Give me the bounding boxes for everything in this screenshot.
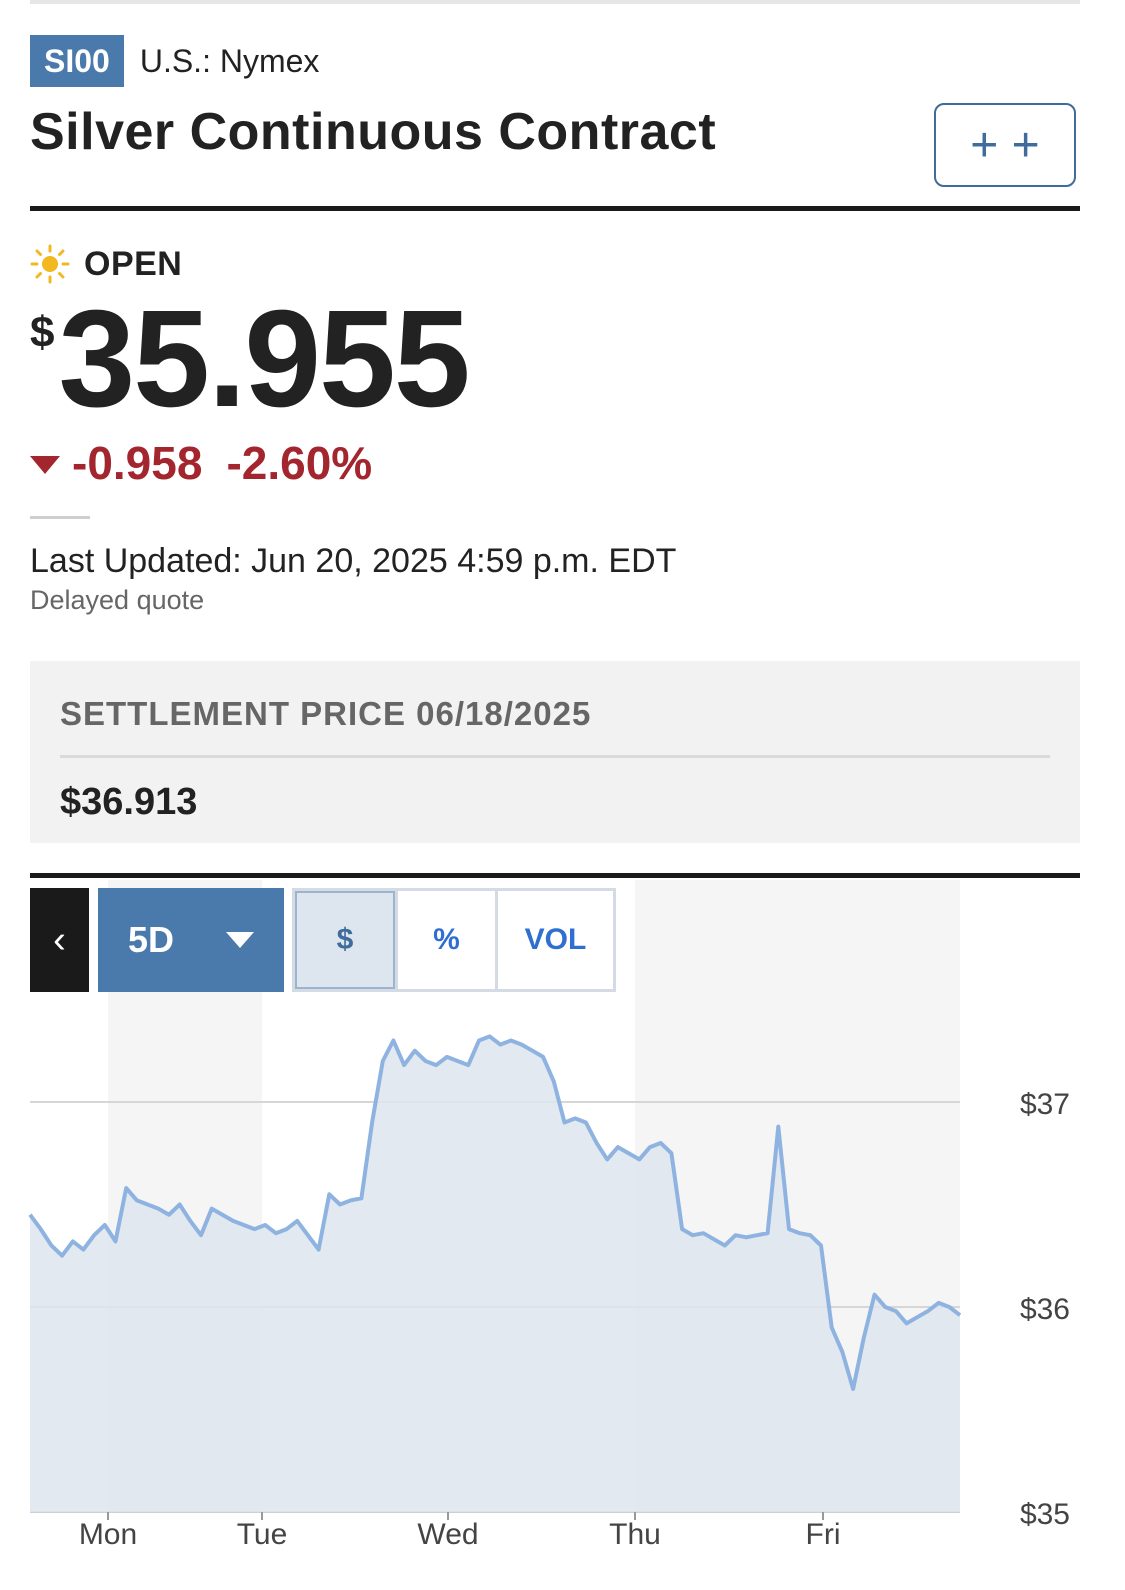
- price-area: [30, 1036, 960, 1512]
- change-percent: -2.60%: [226, 437, 373, 489]
- page-title: Silver Continuous Contract: [30, 103, 717, 161]
- plus-plus-icon: + +: [970, 118, 1040, 172]
- top-divider: [30, 0, 1080, 4]
- chevron-left-icon: ‹: [53, 918, 66, 961]
- chevron-down-icon: [226, 932, 255, 948]
- chart-back-button[interactable]: ‹: [30, 888, 89, 992]
- delayed-quote-note: Delayed quote: [30, 585, 205, 615]
- short-divider: [30, 516, 90, 519]
- y-tick-label: $37: [1020, 1088, 1070, 1121]
- settlement-panel: SETTLEMENT PRICE 06/18/2025 $36.913: [30, 661, 1080, 843]
- range-selector[interactable]: 5D: [98, 888, 284, 992]
- x-tick-label: Mon: [79, 1518, 137, 1551]
- range-label: 5D: [128, 919, 175, 960]
- price-value: 35.955: [58, 282, 470, 436]
- x-tick-label: Thu: [609, 1518, 661, 1551]
- ticker-badge[interactable]: SI00: [30, 35, 124, 87]
- price-change: -0.958 -2.60%: [30, 436, 372, 490]
- price-currency: $: [30, 308, 55, 357]
- x-tick-label: Fri: [806, 1518, 841, 1551]
- ticker-row: SI00 U.S.: Nymex: [30, 35, 319, 87]
- x-tick-label: Wed: [417, 1518, 478, 1551]
- toggle-percent[interactable]: %: [395, 891, 495, 989]
- x-tick-label: Tue: [237, 1518, 288, 1551]
- header-divider: [30, 206, 1080, 211]
- change-value: -0.958: [72, 437, 203, 489]
- settlement-label: SETTLEMENT PRICE 06/18/2025: [60, 695, 592, 732]
- down-arrow-icon: [30, 456, 60, 474]
- market-status: OPEN: [30, 244, 182, 284]
- chart-divider: [30, 873, 1080, 878]
- chart-mode-toggle: $ % VOL: [292, 888, 616, 992]
- settlement-divider: [60, 755, 1050, 758]
- add-to-watchlist-button[interactable]: + +: [934, 103, 1076, 187]
- sun-icon: [30, 244, 70, 284]
- toggle-dollar[interactable]: $: [295, 891, 395, 989]
- exchange-label: U.S.: Nymex: [139, 42, 320, 79]
- price-line: [28, 1034, 962, 1391]
- price-block: $ 35.955: [30, 282, 471, 436]
- settlement-value: $36.913: [60, 781, 198, 823]
- toggle-volume[interactable]: VOL: [495, 891, 613, 989]
- status-label: OPEN: [84, 244, 183, 283]
- last-updated: Last Updated: Jun 20, 2025 4:59 p.m. EDT: [30, 542, 677, 580]
- y-tick-label: $35: [1020, 1498, 1070, 1531]
- y-tick-label: $36: [1020, 1293, 1070, 1326]
